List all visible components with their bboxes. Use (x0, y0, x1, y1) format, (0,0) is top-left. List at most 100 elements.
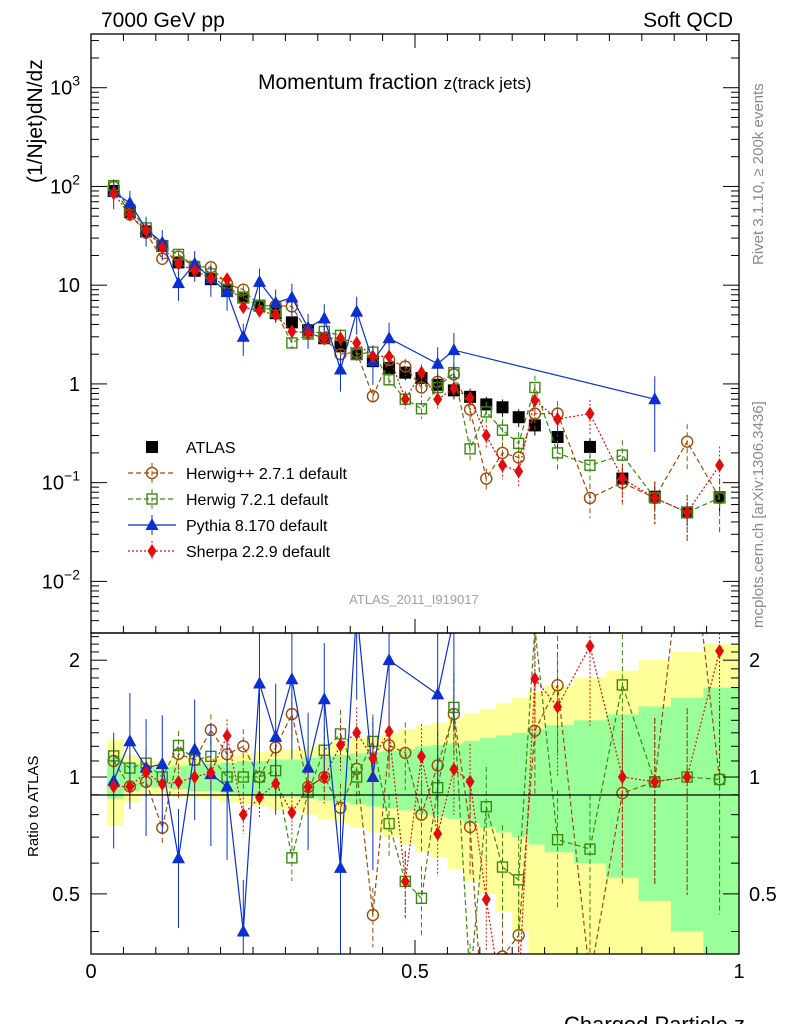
y-tick-label: 10−2 (42, 566, 80, 593)
sherpa-2-2-9-default-point (222, 272, 232, 287)
pythia-8-170-default-ratio-point (431, 687, 445, 700)
pythia-8-170-default-point (285, 290, 299, 303)
sherpa-2-2-9-default-point (335, 331, 345, 346)
pythia-8-170-default-ratio-point (333, 860, 347, 873)
sherpa-2-2-9-default-point (271, 307, 281, 322)
sherpa-2-2-9-default-point (238, 300, 248, 315)
legend-label-herwig-2-7-1-default: Herwig++ 2.7.1 default (186, 466, 348, 483)
sherpa-2-2-9-default-ratio-point (400, 874, 410, 889)
stat-uncertainty-band (350, 753, 367, 805)
herwig-7-2-1-default-ratio-point (286, 852, 298, 864)
herwig-7-2-1-default-ratio-point (172, 739, 185, 752)
pythia-8-170-default-ratio-point (155, 757, 169, 770)
herwig-7-2-1-default-point (480, 406, 492, 418)
y-tick-label: 103 (50, 73, 80, 100)
pythia-8-170-default-point (382, 331, 396, 344)
sherpa-2-2-9-default-point (715, 458, 725, 473)
sherpa-2-2-9-default-ratio-point (530, 671, 540, 686)
herwig-7-2-1-default-point (464, 443, 476, 455)
legend: ATLAS Herwig++ 2.7.1 default Herwig 7.2.1 … (128, 440, 348, 561)
sherpa-2-2-9-default-ratio-point (498, 998, 507, 1012)
sherpa-2-2-9-default-ratio-point (206, 765, 216, 780)
herwig-7-2-1-default-point (415, 403, 428, 415)
sherpa-2-2-9-default-point (141, 223, 151, 238)
x-tick-label: 1 (733, 961, 744, 983)
pythia-8-170-default-ratio-point (269, 729, 283, 742)
sherpa-2-2-9-default-ratio-point (682, 770, 692, 785)
stat-uncertainty-band (253, 760, 270, 795)
sherpa-2-2-9-default-point (650, 490, 660, 505)
sherpa-2-2-9-default-point (254, 303, 264, 318)
y-tick-label: 102 (50, 171, 80, 198)
herwig-7-2-1-default-point (383, 374, 395, 386)
herwig-2-7-1-default-point (366, 390, 380, 403)
pythia-8-170-default-point (447, 343, 461, 356)
sherpa-2-2-9-default-point (585, 406, 595, 421)
sherpa-2-2-9-default-point (465, 390, 475, 405)
analysis-watermark: ATLAS_2011_I919017 (349, 592, 479, 607)
pythia-8-170-default-ratio-point (188, 742, 202, 755)
herwig-2-7-1-default-ratio-point (496, 950, 509, 954)
herwig-7-2-1-default-point (529, 381, 541, 394)
pythia-8-170-default-point (317, 311, 331, 324)
legend-marker-pythia-8-170-default (145, 518, 159, 530)
axes-ticks: 0 0.5 1 10−2 10−1 1 10 102 103 0.5 0.5 1 1 2 2 (42, 34, 777, 983)
herwig-2-7-1-default-point (480, 472, 493, 485)
herwig-7-2-1-default-ratio-point (253, 771, 266, 783)
atlas-point (285, 316, 298, 329)
herwig-2-7-1-default-ratio-point (584, 972, 595, 983)
herwig-7-2-1-default-ratio-point (616, 679, 629, 691)
sherpa-2-2-9-default-ratio-line (113, 644, 721, 954)
herwig-7-2-1-default-ratio-point (496, 861, 509, 873)
sherpa-2-2-9-default-point (682, 505, 692, 520)
legend-label-atlas: ATLAS (186, 440, 236, 457)
sherpa-2-2-9-default-point (206, 271, 216, 286)
sherpa-2-2-9-default-ratio-point (125, 779, 135, 794)
pythia-8-170-default-point (252, 274, 266, 287)
main-panel-series (107, 179, 726, 543)
x-tick-label: 0 (85, 961, 96, 983)
herwig-7-2-1-default-ratio-point (551, 833, 564, 846)
sherpa-2-2-9-default-ratio-point (109, 779, 119, 794)
sherpa-2-2-9-default-ratio-point (157, 776, 167, 791)
sherpa-2-2-9-default-point (173, 256, 183, 271)
ratio-tick-label-left: 1 (69, 767, 80, 789)
sherpa-2-2-9-default-ratio-point (335, 738, 345, 753)
pythia-8-170-default-ratio-point (285, 672, 299, 685)
stat-uncertainty-band (236, 760, 254, 795)
sherpa-2-2-9-default-point (449, 381, 459, 396)
stat-uncertainty-band (269, 759, 286, 797)
header-energy: 7000 GeV pp (101, 9, 225, 32)
herwig-7-2-1-default-point (713, 492, 726, 504)
sherpa-2-2-9-default-ratio-point (384, 724, 394, 739)
pythia-8-170-default-point (236, 329, 250, 342)
sherpa-2-2-9-default-point (617, 471, 627, 486)
pythia-8-170-default-ratio-point (236, 924, 250, 937)
sherpa-2-2-9-default-ratio-point (190, 770, 200, 785)
y-tick-label: 10−1 (42, 468, 80, 495)
atlas-point (512, 411, 525, 424)
sherpa-2-2-9-default-point (157, 240, 167, 255)
pythia-8-170-default-ratio-point (123, 734, 137, 747)
herwig-7-2-1-default-ratio-point (350, 771, 363, 783)
sherpa-2-2-9-default-ratio-point (238, 807, 248, 822)
ratio-y-axis-label: Ratio to ATLAS (25, 756, 42, 857)
herwig-7-2-1-default-ratio-point (584, 843, 596, 855)
herwig-7-2-1-default-ratio-point (512, 874, 525, 886)
sherpa-2-2-9-default-ratio-point (141, 765, 151, 780)
sherpa-2-2-9-default-point (384, 349, 394, 364)
sherpa-2-2-9-default-ratio-point (271, 776, 281, 791)
ratio-tick-label-right: 0.5 (749, 884, 777, 906)
stat-uncertainty-band (382, 750, 400, 809)
atlas-point (583, 440, 596, 453)
sherpa-2-2-9-default-ratio-point (319, 770, 329, 785)
herwig-7-2-1-default-ratio-point (383, 817, 395, 830)
stat-uncertainty-band (703, 687, 739, 954)
sherpa-2-2-9-default-point (287, 324, 297, 339)
legend-marker-sherpa-2-2-9-default (147, 544, 157, 558)
x-axis-label: Charged Particle z (564, 1012, 745, 1024)
sherpa-2-2-9-default-point (109, 186, 119, 201)
pythia-8-170-default-point (350, 304, 364, 317)
legend-marker-herwig-7-2-1-default (146, 493, 158, 505)
